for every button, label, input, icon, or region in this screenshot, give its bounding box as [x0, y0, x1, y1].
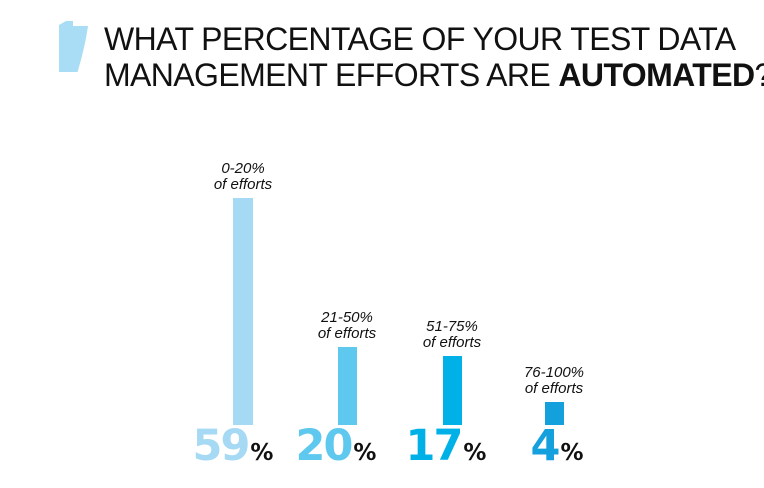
value-label-76-100: 4% — [530, 421, 584, 471]
value-label-51-75: 17% — [405, 421, 487, 471]
title-line2: MANAGEMENT EFFORTS ARE AUTOMATED? — [104, 57, 764, 93]
bar-21-50 — [338, 347, 357, 425]
category-label-76-100: 76-100% of efforts — [523, 364, 585, 397]
page-title: WHAT PERCENTAGE OF YOUR TEST DATA MANAGE… — [104, 21, 764, 93]
title-line1: WHAT PERCENTAGE OF YOUR TEST DATA — [104, 21, 736, 57]
title-emphasis: AUTOMATED — [558, 57, 755, 93]
category-label-0-20: 0-20% of efforts — [213, 160, 273, 193]
category-label-51-75: 51-75% of efforts — [422, 318, 482, 351]
value-label-21-50: 20% — [295, 421, 377, 471]
value-label-0-20: 59% — [192, 421, 274, 471]
bar-51-75 — [443, 356, 462, 425]
flag-quote-icon — [59, 21, 88, 72]
category-label-21-50: 21-50% of efforts — [317, 309, 377, 342]
bar-0-20 — [233, 198, 253, 425]
bar-76-100 — [545, 402, 564, 425]
